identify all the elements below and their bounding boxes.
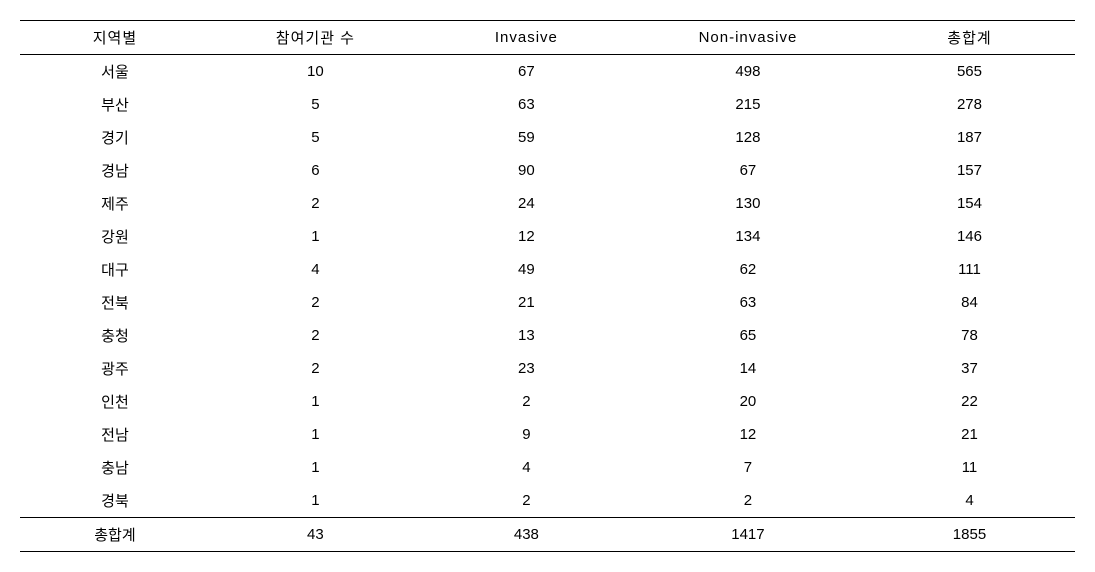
table-body: 서울1067498565부산563215278경기559128187경남6906… [20,55,1075,552]
table-cell: 22 [864,385,1075,418]
table-cell: 4 [864,484,1075,518]
table-cell: 24 [421,187,632,220]
table-cell: 1 [210,418,421,451]
table-cell: 67 [421,55,632,89]
table-cell: 2 [210,286,421,319]
table-row: 경기559128187 [20,121,1075,154]
table-cell: 146 [864,220,1075,253]
table-cell: 2 [210,319,421,352]
table-cell: 10 [210,55,421,89]
table-cell: 128 [632,121,864,154]
table-cell: 67 [632,154,864,187]
table-cell: 111 [864,253,1075,286]
table-cell: 13 [421,319,632,352]
table-cell: 62 [632,253,864,286]
table-cell: 충남 [20,451,210,484]
table-cell: 충청 [20,319,210,352]
table-header-row: 지역별 참여기관 수 Invasive Non-invasive 총합계 [20,21,1075,55]
table-cell: 84 [864,286,1075,319]
table-cell: 154 [864,187,1075,220]
table-cell: 4 [210,253,421,286]
table-cell: 4 [421,451,632,484]
table-row: 부산563215278 [20,88,1075,121]
table-row: 충남14711 [20,451,1075,484]
table-cell: 63 [421,88,632,121]
table-row: 대구44962111 [20,253,1075,286]
table-cell: 157 [864,154,1075,187]
region-statistics-table: 지역별 참여기관 수 Invasive Non-invasive 총합계 서울1… [20,20,1075,552]
table-cell: 59 [421,121,632,154]
table-cell: 63 [632,286,864,319]
table-row: 전북2216384 [20,286,1075,319]
table-cell: 78 [864,319,1075,352]
table-cell: 5 [210,121,421,154]
table-cell: 전남 [20,418,210,451]
table-cell: 6 [210,154,421,187]
table-cell: 강원 [20,220,210,253]
table-cell: 대구 [20,253,210,286]
table-cell: 134 [632,220,864,253]
table-row: 광주2231437 [20,352,1075,385]
table-cell: 187 [864,121,1075,154]
table-cell: 광주 [20,352,210,385]
table-cell: 2 [210,352,421,385]
table-cell: 제주 [20,187,210,220]
table-cell: 경남 [20,154,210,187]
table-cell: 경북 [20,484,210,518]
table-cell: 12 [421,220,632,253]
column-header-region: 지역별 [20,21,210,55]
column-header-invasive: Invasive [421,21,632,55]
table-cell: 7 [632,451,864,484]
table-cell: 21 [864,418,1075,451]
table-cell: 90 [421,154,632,187]
table-cell: 65 [632,319,864,352]
table-cell: 전북 [20,286,210,319]
table-cell: 14 [632,352,864,385]
table-cell: 11 [864,451,1075,484]
table-cell: 1 [210,451,421,484]
column-header-noninvasive: Non-invasive [632,21,864,55]
table-cell: 2 [632,484,864,518]
table-row: 서울1067498565 [20,55,1075,89]
table-footer-cell: 총합계 [20,518,210,552]
table-footer-cell: 438 [421,518,632,552]
table-cell: 1 [210,220,421,253]
table-row: 충청2136578 [20,319,1075,352]
table-cell: 130 [632,187,864,220]
table-cell: 1 [210,484,421,518]
table-footer-cell: 1417 [632,518,864,552]
table-cell: 경기 [20,121,210,154]
table-cell: 498 [632,55,864,89]
table-row: 경남69067157 [20,154,1075,187]
table-cell: 인천 [20,385,210,418]
table-footer-row: 총합계4343814171855 [20,518,1075,552]
table-cell: 12 [632,418,864,451]
table-cell: 20 [632,385,864,418]
column-header-count: 참여기관 수 [210,21,421,55]
table-cell: 37 [864,352,1075,385]
table-cell: 23 [421,352,632,385]
table-row: 제주224130154 [20,187,1075,220]
table-cell: 2 [421,484,632,518]
table-cell: 5 [210,88,421,121]
table-cell: 9 [421,418,632,451]
table-cell: 2 [210,187,421,220]
table-row: 경북1224 [20,484,1075,518]
table-cell: 565 [864,55,1075,89]
table-row: 전남191221 [20,418,1075,451]
table-row: 강원112134146 [20,220,1075,253]
column-header-total: 총합계 [864,21,1075,55]
table-footer-cell: 1855 [864,518,1075,552]
table-cell: 부산 [20,88,210,121]
table-row: 인천122022 [20,385,1075,418]
table-cell: 21 [421,286,632,319]
table-cell: 서울 [20,55,210,89]
table-footer-cell: 43 [210,518,421,552]
table-cell: 1 [210,385,421,418]
table-cell: 49 [421,253,632,286]
table-cell: 215 [632,88,864,121]
table-cell: 278 [864,88,1075,121]
table-cell: 2 [421,385,632,418]
